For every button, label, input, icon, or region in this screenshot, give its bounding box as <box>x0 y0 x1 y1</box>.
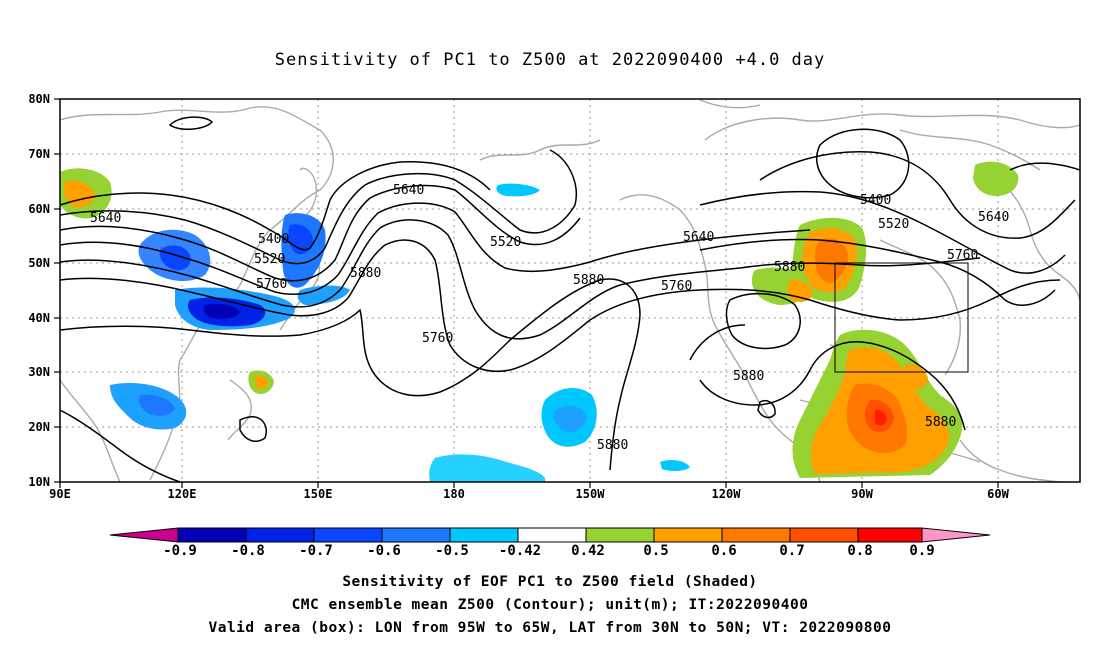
colorbar-max-arrow <box>921 527 991 543</box>
lon-label: 150E <box>303 487 333 501</box>
colorbar-segment <box>517 527 587 543</box>
lon-label: 180 <box>443 487 465 501</box>
caption-line-1: Sensitivity of EOF PC1 to Z500 field (Sh… <box>342 574 758 590</box>
contour-label: 5760 <box>661 279 692 294</box>
lat-label: 10N <box>28 475 50 489</box>
colorbar-segment <box>449 527 519 543</box>
lat-label: 50N <box>28 256 50 270</box>
colorbar-tick: 0.5 <box>643 543 669 559</box>
contour-label: 5520 <box>490 235 521 250</box>
colorbar-tick: 0.8 <box>847 543 873 559</box>
colorbar-segment <box>585 527 655 543</box>
colorbar-segment <box>653 527 723 543</box>
contour-label: 5760 <box>422 331 453 346</box>
contour-label: 5880 <box>597 438 628 453</box>
colorbar-tick: -0.7 <box>299 543 333 559</box>
colorbar-tick: 0.9 <box>909 543 935 559</box>
colorbar-segment <box>245 527 315 543</box>
colorbar-tick: -0.5 <box>435 543 469 559</box>
contour-labels: 5640 5400 5520 5760 5880 5640 5520 5880 … <box>90 183 1009 453</box>
axis-ticks <box>54 98 999 488</box>
map-panel: 5640 5400 5520 5760 5880 5640 5520 5880 … <box>54 98 1081 488</box>
contour-label: 5640 <box>393 183 424 198</box>
colorbar-tick: -0.6 <box>367 543 401 559</box>
colorbar-segment <box>381 527 451 543</box>
contour-label: 5760 <box>256 277 287 292</box>
colorbar-tick: -0.42 <box>498 543 542 559</box>
colorbar-tick: -0.8 <box>231 543 265 559</box>
colorbar-tick: 0.7 <box>779 543 805 559</box>
lon-label: 90E <box>49 487 71 501</box>
lon-label: 120E <box>167 487 197 501</box>
z500-contours <box>60 116 1080 482</box>
contour-label: 5880 <box>925 415 956 430</box>
lat-label: 70N <box>28 147 50 161</box>
lat-label: 80N <box>28 92 50 106</box>
lat-label: 60N <box>28 202 50 216</box>
colorbar-segment <box>857 527 923 543</box>
contour-label: 5520 <box>254 252 285 267</box>
colorbar-segment <box>313 527 383 543</box>
caption-line-3: Valid area (box): LON from 95W to 65W, L… <box>208 620 892 636</box>
colorbar-segment <box>721 527 791 543</box>
contour-label: 5880 <box>733 369 764 384</box>
lon-label: 150W <box>575 487 605 501</box>
contour-label: 5880 <box>350 266 381 281</box>
lon-label: 120W <box>711 487 741 501</box>
contour-label: 5400 <box>258 232 289 247</box>
map-frame <box>59 98 1081 483</box>
valid-area-box <box>834 262 969 373</box>
contour-label: 5760 <box>947 248 978 263</box>
colorbar-segment <box>789 527 859 543</box>
lon-label: 90W <box>851 487 873 501</box>
contour-label: 5880 <box>573 273 604 288</box>
colorbar-tick: 0.42 <box>571 543 605 559</box>
contour-label: 5640 <box>90 211 121 226</box>
contour-label: 5640 <box>683 230 714 245</box>
lat-label: 40N <box>28 311 50 325</box>
lat-label: 20N <box>28 420 50 434</box>
contour-label: 5640 <box>978 210 1009 225</box>
colorbar-tick: -0.9 <box>163 543 197 559</box>
colorbar-segment <box>177 527 247 543</box>
colorbar-min-arrow <box>109 527 179 543</box>
figure-title: Sensitivity of PC1 to Z500 at 2022090400… <box>274 50 826 70</box>
caption-line-2: CMC ensemble mean Z500 (Contour); unit(m… <box>291 597 809 613</box>
contour-label: 5400 <box>860 193 891 208</box>
contour-label: 5880 <box>774 260 805 275</box>
lat-label: 30N <box>28 365 50 379</box>
lon-label: 60W <box>987 487 1009 501</box>
colorbar-tick: 0.6 <box>711 543 737 559</box>
contour-label: 5520 <box>878 217 909 232</box>
